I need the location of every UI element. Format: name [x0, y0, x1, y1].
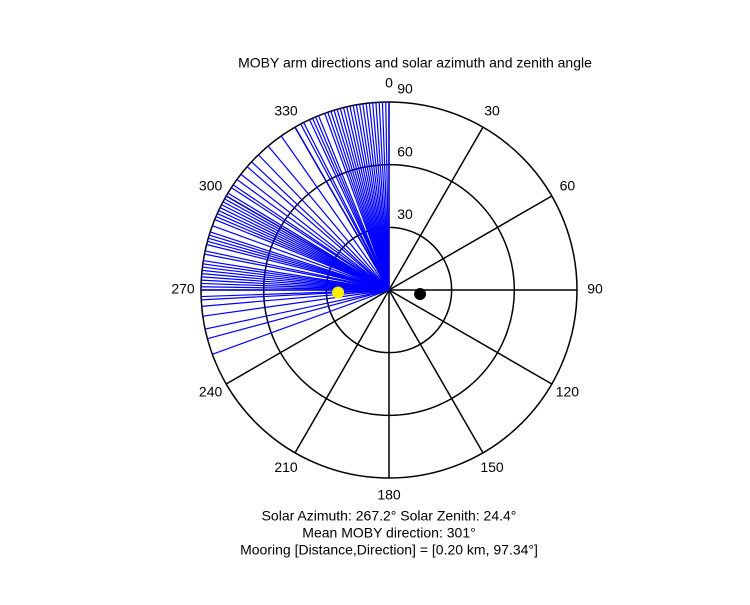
theta-tick-label: 270: [171, 281, 195, 297]
theta-tick-label: 60: [560, 178, 576, 194]
arm-direction: [232, 184, 390, 291]
grid-spoke: [388, 289, 484, 454]
footer-note: Solar Azimuth: 267.2° Solar Zenith: 24.4…: [262, 508, 517, 524]
grid-spoke: [294, 289, 390, 454]
arm-direction: [236, 179, 390, 291]
arm-direction: [210, 231, 390, 291]
arm-direction: [227, 192, 390, 291]
arm-direction: [201, 289, 390, 307]
arm-direction: [204, 250, 390, 291]
theta-tick-label: 90: [587, 281, 603, 297]
mooring-position: [414, 288, 427, 301]
arm-direction: [201, 289, 390, 298]
arm-direction: [280, 135, 390, 291]
theta-tick-label: 150: [480, 459, 504, 475]
grid-spoke: [388, 126, 484, 291]
r-tick-label: 30: [397, 206, 413, 222]
arm-direction: [294, 126, 390, 291]
footer-note: Mooring [Distance,Direction] = [0.20 km,…: [240, 542, 538, 558]
theta-tick-label: 180: [377, 487, 401, 503]
arm-direction: [203, 259, 390, 291]
theta-tick-label: 30: [484, 102, 500, 118]
sun-position: [332, 286, 345, 299]
arm-direction: [212, 289, 390, 355]
footer-note: Mean MOBY direction: 301°: [302, 525, 475, 541]
arm-direction: [212, 225, 390, 291]
arm-direction: [318, 115, 390, 291]
r-tick-label: 90: [397, 81, 413, 97]
arm-direction: [240, 173, 390, 291]
arm-direction: [257, 154, 390, 291]
grid-spoke: [225, 289, 390, 385]
r-tick-label: 60: [397, 143, 413, 159]
arm-direction: [207, 289, 390, 340]
grid-spoke: [388, 195, 553, 291]
arm-direction: [251, 161, 390, 291]
theta-tick-label: 300: [199, 178, 223, 194]
theta-tick-label: 0: [385, 75, 393, 91]
arm-direction: [246, 166, 390, 291]
arm-direction: [204, 289, 390, 330]
arm-direction: [202, 289, 390, 317]
arm-direction: [303, 122, 390, 291]
theta-tick-label: 210: [274, 459, 298, 475]
theta-tick-label: 330: [274, 102, 298, 118]
theta-tick-label: 120: [556, 384, 580, 400]
chart-title: MOBY arm directions and solar azimuth an…: [238, 55, 592, 71]
grid-spoke: [388, 289, 553, 385]
theta-tick-label: 240: [199, 384, 223, 400]
arm-direction: [267, 145, 390, 291]
